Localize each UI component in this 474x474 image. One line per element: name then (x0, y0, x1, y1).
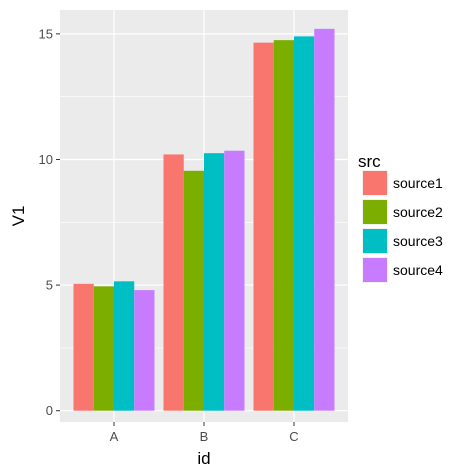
bar-A-source1 (73, 283, 94, 411)
x-tick-label: C (289, 429, 298, 444)
bar-C-source4 (314, 28, 335, 411)
y-tick-label: 5 (46, 278, 53, 293)
y-tick-label: 15 (39, 26, 53, 41)
y-ticks: 0 5 10 15 (39, 26, 60, 418)
bar-C-source2 (273, 40, 294, 411)
bars (73, 28, 335, 411)
legend-swatch-source2 (363, 200, 387, 224)
bar-A-source3 (114, 281, 135, 411)
x-axis-title: id (197, 449, 210, 468)
bar-C-source3 (294, 36, 315, 411)
y-axis-title: V1 (9, 206, 28, 227)
bar-B-source4 (224, 150, 245, 411)
bar-B-source1 (163, 154, 184, 411)
x-tick-label: B (200, 429, 209, 444)
bar-C-source1 (253, 42, 274, 411)
y-tick-label: 10 (39, 152, 53, 167)
y-tick-label: 0 (46, 403, 53, 418)
legend-label-source2: source2 (393, 204, 443, 220)
bar-B-source3 (204, 153, 225, 411)
bar-B-source2 (183, 170, 204, 411)
legend-swatch-source3 (363, 229, 387, 253)
legend-label-source4: source4 (393, 262, 443, 278)
legend-label-source1: source1 (393, 175, 443, 191)
x-ticks: A B C (110, 422, 299, 444)
legend-label-source3: source3 (393, 233, 443, 249)
legend-swatch-source1 (363, 171, 387, 195)
legend: src source1 source2 source3 source4 (358, 152, 443, 283)
bar-A-source2 (93, 286, 114, 411)
bar-A-source4 (134, 290, 155, 411)
legend-title: src (358, 152, 381, 171)
x-tick-label: A (110, 429, 119, 444)
legend-swatch-source4 (363, 258, 387, 282)
